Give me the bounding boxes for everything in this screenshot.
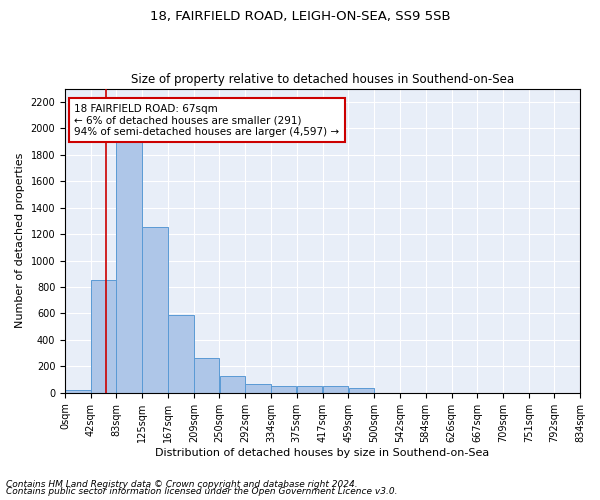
Bar xyxy=(169,315,194,393)
Title: Size of property relative to detached houses in Southend-on-Sea: Size of property relative to detached ho… xyxy=(131,73,514,86)
Text: Contains HM Land Registry data © Crown copyright and database right 2024.: Contains HM Land Registry data © Crown c… xyxy=(6,480,358,489)
Bar xyxy=(65,390,91,393)
Text: 18 FAIRFIELD ROAD: 67sqm
← 6% of detached houses are smaller (291)
94% of semi-d: 18 FAIRFIELD ROAD: 67sqm ← 6% of detache… xyxy=(74,104,340,137)
X-axis label: Distribution of detached houses by size in Southend-on-Sea: Distribution of detached houses by size … xyxy=(155,448,490,458)
Bar xyxy=(194,358,219,393)
Bar xyxy=(271,386,296,393)
Bar xyxy=(323,386,348,393)
Y-axis label: Number of detached properties: Number of detached properties xyxy=(15,153,25,328)
Bar xyxy=(142,228,168,393)
Text: 18, FAIRFIELD ROAD, LEIGH-ON-SEA, SS9 5SB: 18, FAIRFIELD ROAD, LEIGH-ON-SEA, SS9 5S… xyxy=(149,10,451,23)
Bar xyxy=(91,280,116,393)
Text: Contains public sector information licensed under the Open Government Licence v3: Contains public sector information licen… xyxy=(6,487,398,496)
Bar xyxy=(116,142,142,393)
Bar xyxy=(297,386,322,393)
Bar xyxy=(349,388,374,393)
Bar xyxy=(220,376,245,393)
Bar xyxy=(245,384,271,393)
